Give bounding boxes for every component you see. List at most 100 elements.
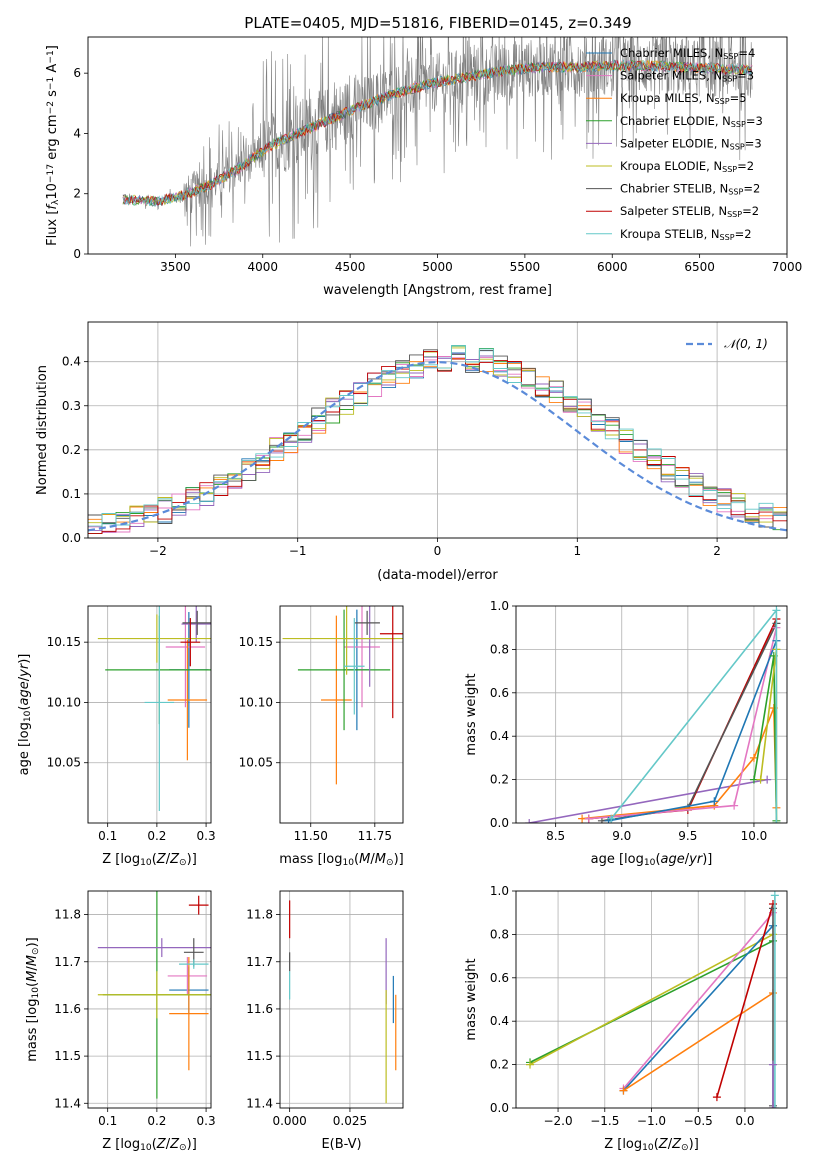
- label-part: f: [45, 203, 60, 210]
- axes-mass_vs_Z: 0.1 0.2 0.311.411.511.611.711.8Z [log10(Z/…: [25, 890, 216, 1153]
- x-tick-label: 0.2: [147, 829, 166, 843]
- weight-series-line: [601, 623, 778, 822]
- legend-entry: Chabrier ELODIE, NSSP=3: [620, 114, 763, 129]
- label-part: SSP: [728, 188, 743, 197]
- weight-point-marker: [772, 819, 781, 823]
- label-part: =3: [746, 114, 763, 128]
- axes-spectrum: 3500 4000 4500 5000 5500 6000 6500 7000 0 2 4 6 Flux…: [45, 36, 802, 298]
- label-part: (: [17, 705, 32, 710]
- x-tick-label: −0.5: [684, 1114, 713, 1128]
- label-part: SSP: [727, 210, 742, 219]
- label-part: M: [25, 971, 40, 982]
- y-tick-label: 0.8: [490, 927, 509, 941]
- y-tick-label: 11.8: [246, 908, 273, 922]
- y-tick-label: 0.2: [62, 443, 81, 457]
- label-part: 10: [644, 858, 656, 868]
- x-tick-label: 11.75: [358, 829, 392, 843]
- label-part: ⊙: [179, 858, 187, 868]
- label-part: /: [668, 1137, 673, 1152]
- label-part: 10: [140, 858, 152, 868]
- label-part: (: [354, 852, 359, 867]
- plot-area-weight_vs_Z: [526, 891, 779, 1108]
- plot-area-mass_vs_ebv: [289, 900, 397, 1104]
- label-part: age [log: [17, 722, 32, 775]
- y-tick-label: 0.0: [490, 1101, 509, 1115]
- label-part: Z: [156, 1137, 167, 1152]
- label-part: SSP: [722, 75, 737, 84]
- label-part: 10: [140, 1143, 152, 1153]
- error-bar-point: [180, 618, 201, 667]
- axes-frame: [515, 890, 788, 1109]
- y-tick-label: 0.6: [490, 686, 509, 700]
- weight-point-marker: [768, 1104, 777, 1108]
- y-tick-label: 11.7: [54, 955, 81, 969]
- label-part: mass [log: [279, 852, 342, 867]
- legend-entry: Chabrier STELIB, NSSP=2: [620, 182, 760, 197]
- label-part: M: [25, 955, 40, 966]
- legend-entry: 𝒩(0, 1): [724, 337, 768, 351]
- x-tick-label: 3500: [160, 260, 191, 274]
- y-tick-label: 0.0: [490, 816, 509, 830]
- error-bar-point: [179, 959, 209, 969]
- axes-mass_vs_ebv: 0.000 0.025 11.4 11.5 11.6 11.7 11.8 E(B-V): [246, 890, 404, 1152]
- label-part: =4: [738, 46, 755, 60]
- legend-entry: Salpeter STELIB, NSSP=2: [620, 204, 759, 219]
- spectrum-model-line: [122, 60, 753, 207]
- error-bar-point: [188, 895, 209, 915]
- error-bar-point: [379, 606, 403, 719]
- label-part: M: [375, 852, 386, 867]
- label-part: SSP: [715, 97, 730, 106]
- label-part: =5: [730, 91, 747, 105]
- y-tick-label: 11.8: [54, 908, 81, 922]
- error-bar-point: [97, 614, 211, 663]
- label-part: Z: [169, 1137, 180, 1152]
- histogram-series: [88, 344, 787, 527]
- weight-series-line: [623, 992, 774, 1092]
- plot-area-spectrum: [122, 37, 753, 247]
- y-tick-label: 11.5: [54, 1049, 81, 1063]
- label-part: Kroupa STELIB, N: [620, 227, 720, 241]
- spectrum-model-line: [122, 59, 753, 207]
- y-tick-label: 0.4: [490, 1014, 509, 1028]
- x-axis-label: age [log10(age/yr)]: [591, 852, 713, 868]
- label-part: =3: [745, 136, 762, 150]
- spectrum-data-line: [122, 37, 753, 247]
- error-bar-point: [165, 606, 206, 708]
- x-tick-label: 1: [573, 544, 581, 558]
- label-part: Kroupa MILES, N: [620, 91, 715, 105]
- label-part: yr: [688, 852, 704, 867]
- y-tick-label: 0.6: [490, 971, 509, 985]
- label-part: mass weight: [464, 958, 479, 1040]
- error-bar-point: [344, 618, 365, 715]
- y-tick-label: 10.15: [239, 635, 273, 649]
- y-tick-label: 10.10: [239, 695, 273, 709]
- y-axis-label: mass weight: [464, 958, 479, 1040]
- label-part: /: [370, 852, 375, 867]
- weight-point-marker: [710, 797, 719, 806]
- plot-area-age_vs_mass: [282, 606, 403, 785]
- label-part: 10: [23, 710, 33, 722]
- label-part: /: [17, 676, 32, 681]
- label-part: age: [661, 852, 685, 867]
- weight-series-line: [610, 608, 778, 823]
- legend-entry: Salpeter MILES, NSSP=3: [620, 69, 754, 84]
- normal-curve: [88, 360, 787, 532]
- axes-frame: [515, 605, 788, 824]
- error-bar-point: [144, 606, 175, 811]
- weight-point-marker: [770, 1104, 779, 1108]
- x-axis-label: Z [log10(Z/Z⊙)]: [604, 1137, 699, 1153]
- label-part: Flux [: [45, 210, 60, 246]
- label-part: ⊙: [386, 858, 394, 868]
- x-tick-label: −2: [149, 544, 167, 558]
- label-part: )]: [702, 852, 712, 867]
- weight-series-line: [529, 778, 768, 823]
- label-part: SSP: [731, 120, 746, 129]
- x-tick-label: −1.5: [590, 1114, 619, 1128]
- x-axis-label: Z [log10(Z/Z⊙)]: [102, 852, 197, 868]
- label-part: Chabrier MILES, N: [620, 46, 723, 60]
- error-bar-point: [344, 606, 380, 708]
- label-part: 10: [642, 1143, 654, 1153]
- label-part: )]: [394, 852, 404, 867]
- label-part: )]: [25, 937, 40, 947]
- label-part: ⊙: [681, 1143, 689, 1153]
